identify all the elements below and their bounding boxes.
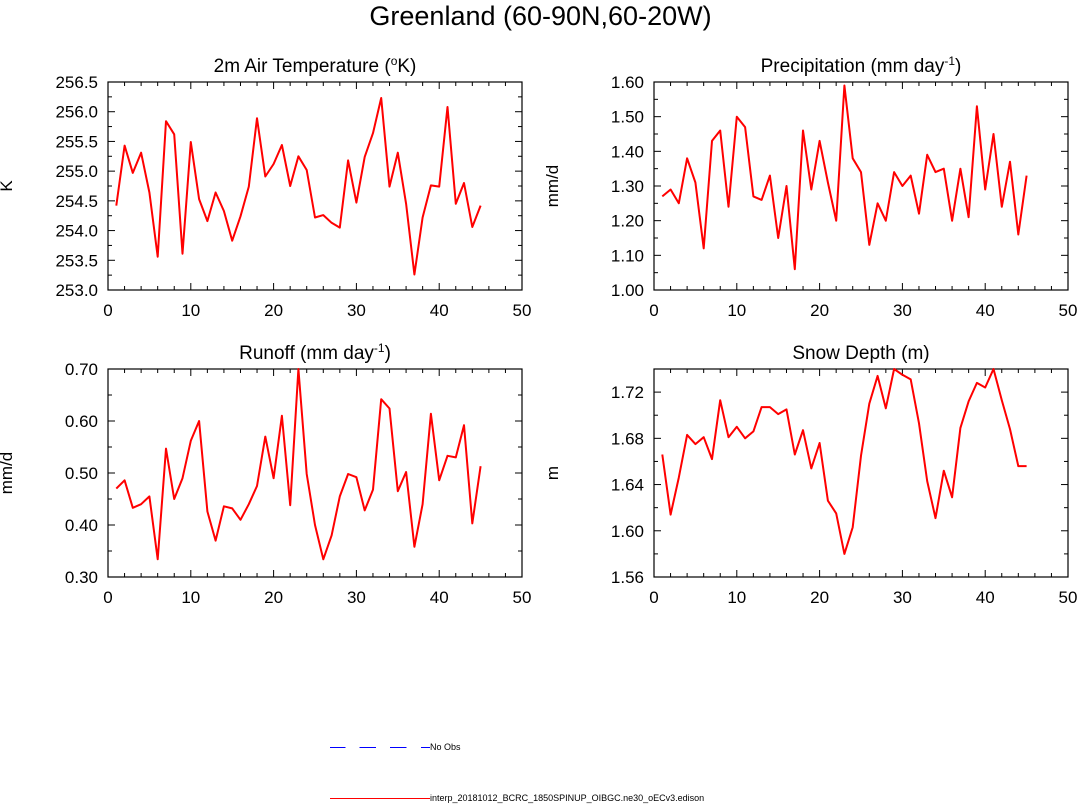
y-tick-label: 255.0 — [55, 162, 98, 181]
legend-label-model: interp_20181012_BCRC_1850SPINUP_OIBGC.ne… — [430, 793, 705, 803]
panel-title-text: Runoff (mm day — [239, 343, 374, 364]
x-tick-label: 20 — [810, 301, 829, 320]
y-tick-label: 0.50 — [65, 464, 98, 483]
y-tick-label: 0.30 — [65, 568, 98, 587]
y-tick-label: 1.68 — [611, 429, 644, 448]
x-tick-label: 50 — [1059, 588, 1078, 607]
x-tick-label: 10 — [181, 301, 200, 320]
y-tick-label: 254.5 — [55, 192, 98, 211]
y-tick-label: 1.50 — [611, 108, 644, 127]
x-tick-label: 0 — [649, 588, 658, 607]
panel-title-text: Precipitation (mm day — [761, 56, 945, 77]
y-tick-label: 0.40 — [65, 516, 98, 535]
x-tick-label: 50 — [513, 588, 532, 607]
y-tick-label: 1.72 — [611, 383, 644, 402]
x-tick-label: 40 — [430, 588, 449, 607]
panel-title-tail: ) — [385, 343, 391, 364]
x-tick-label: 0 — [103, 301, 112, 320]
x-tick-label: 10 — [727, 588, 746, 607]
panel-3: 0 10 20 30 40 50 0.30 0.40 0.50 0.60 0.70 mm/d Runof… — [0, 341, 531, 607]
y-tick-label: 1.60 — [611, 73, 644, 92]
panel-title-superscript: -1 — [374, 341, 385, 355]
x-tick-label: 20 — [810, 588, 829, 607]
panel-title-text: 2m Air Temperature ( — [214, 56, 392, 77]
y-axis-label: K — [0, 180, 16, 192]
y-tick-label: 254.0 — [55, 222, 98, 241]
panel-1: 0 10 20 30 40 50 253.0 253.5 254.0 254.5 255.0 255.… — [0, 54, 531, 320]
panel-title: 2m Air Temperature (oK) — [214, 54, 417, 77]
x-tick-label: 30 — [893, 301, 912, 320]
y-axis-label: mm/d — [0, 452, 16, 495]
y-axis-label: mm/d — [543, 165, 562, 208]
legend-line-no-obs — [330, 746, 430, 748]
legend-entry-no-obs: No Obs — [330, 742, 461, 752]
y-tick-label: 1.10 — [611, 246, 644, 265]
y-tick-label: 1.60 — [611, 522, 644, 541]
x-tick-label: 40 — [976, 588, 995, 607]
y-tick-label: 256.0 — [55, 103, 98, 122]
panel-title-text: Snow Depth (m) — [792, 343, 929, 364]
panel-title-tail: K) — [397, 56, 416, 77]
series-line — [661, 84, 1028, 271]
panel-title-superscript: o — [391, 54, 398, 68]
y-axis-label: m — [543, 466, 562, 480]
legend-label-no-obs: No Obs — [430, 742, 461, 752]
y-tick-label: 1.64 — [611, 476, 644, 495]
series-line — [115, 368, 482, 561]
panel-2: 0 10 20 30 40 50 1.00 1.10 1.20 1.30 1.40 1.50 1.60 m… — [543, 54, 1077, 320]
panel-title: Precipitation (mm day-1) — [761, 54, 962, 77]
x-tick-label: 10 — [181, 588, 200, 607]
figure-title: Greenland (60-90N,60-20W) — [369, 1, 712, 31]
x-tick-label: 50 — [513, 301, 532, 320]
panel-title-superscript: -1 — [944, 54, 955, 68]
y-tick-label: 1.00 — [611, 281, 644, 300]
y-tick-label: 1.56 — [611, 568, 644, 587]
x-tick-label: 30 — [347, 588, 366, 607]
plot-frame — [107, 81, 523, 291]
x-tick-label: 0 — [649, 301, 658, 320]
x-tick-label: 50 — [1059, 301, 1078, 320]
x-tick-label: 10 — [727, 301, 746, 320]
x-tick-label: 20 — [264, 588, 283, 607]
series-line — [115, 97, 482, 276]
x-tick-label: 40 — [430, 301, 449, 320]
y-tick-label: 1.20 — [611, 212, 644, 231]
panel-title: Snow Depth (m) — [792, 343, 929, 364]
series-line — [661, 368, 1027, 555]
y-tick-label: 256.5 — [55, 73, 98, 92]
y-tick-label: 0.70 — [65, 360, 98, 379]
y-tick-label: 253.0 — [55, 281, 98, 300]
y-tick-label: 1.30 — [611, 177, 644, 196]
legend-line-model — [330, 797, 430, 799]
panel-title: Runoff (mm day-1) — [239, 341, 391, 364]
y-tick-label: 1.40 — [611, 142, 644, 161]
x-tick-label: 40 — [976, 301, 995, 320]
legend-entry-model: interp_20181012_BCRC_1850SPINUP_OIBGC.ne… — [330, 793, 704, 803]
x-tick-label: 0 — [103, 588, 112, 607]
plot-frame — [653, 368, 1069, 578]
x-tick-label: 20 — [264, 301, 283, 320]
panel-title-tail: ) — [955, 56, 961, 77]
panel-4: 0 10 20 30 40 50 1.56 1.60 1.64 1.68 1.72 m Snow Dep… — [543, 343, 1077, 607]
x-tick-label: 30 — [347, 301, 366, 320]
y-tick-label: 253.5 — [55, 251, 98, 270]
x-tick-label: 30 — [893, 588, 912, 607]
y-tick-label: 0.60 — [65, 412, 98, 431]
y-tick-label: 255.5 — [55, 132, 98, 151]
